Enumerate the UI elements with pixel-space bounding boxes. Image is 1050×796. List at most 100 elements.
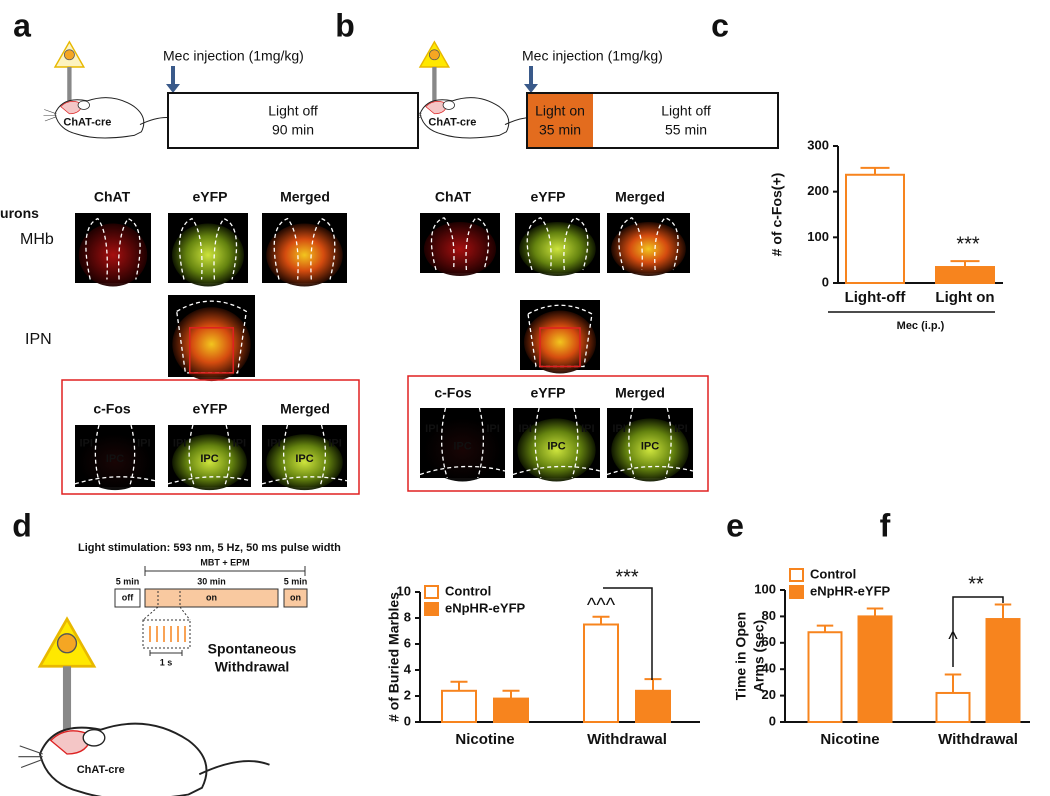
fiber <box>67 67 72 102</box>
roi-frame <box>407 375 709 492</box>
stain-label: c-Fos <box>93 401 131 417</box>
legend-label: Control <box>810 566 856 581</box>
region-label: IPI <box>425 423 438 435</box>
y-tick-label: 40 <box>762 661 776 676</box>
label: MBT + EPM <box>200 557 249 567</box>
region-label: IPC <box>547 440 565 452</box>
stain-label: eYFP <box>530 189 565 205</box>
label: 5 min <box>284 576 308 586</box>
outline <box>430 217 455 271</box>
signal <box>611 222 686 276</box>
error-bar <box>644 678 662 691</box>
label: Light off <box>268 103 318 119</box>
mouse-illustration: ChAT-cre <box>408 40 543 139</box>
signal <box>424 222 496 276</box>
fiber <box>62 666 72 732</box>
stain-label: c-Fos <box>434 385 472 401</box>
region-label: IPI <box>518 423 531 435</box>
arrow-head <box>524 84 538 93</box>
region-label: IPI <box>486 423 499 435</box>
outline <box>273 217 299 280</box>
whiskers <box>18 745 43 769</box>
epoch-box <box>114 588 141 608</box>
y-tick-label: 2 <box>404 687 411 702</box>
annotation: ^^^ <box>587 594 616 616</box>
region-label: IPI <box>137 438 150 450</box>
error-bar <box>866 607 884 617</box>
outline <box>74 424 156 488</box>
legend-swatch <box>789 585 804 599</box>
mouse-ear <box>82 729 106 747</box>
y-axis-label: # of c-Fos(+) <box>769 173 785 257</box>
bar <box>635 689 671 723</box>
legend-label: eNpHR-eYFP <box>445 600 526 615</box>
fiber <box>432 67 437 102</box>
region-label: IPI <box>612 423 625 435</box>
label: Mec injection (1mg/kg) <box>522 48 663 64</box>
panel-letter: a <box>13 7 31 43</box>
stain-label: eYFP <box>530 385 565 401</box>
label: on <box>206 592 217 602</box>
epoch-box <box>283 588 308 608</box>
stain-label: Merged <box>280 189 330 205</box>
outline <box>167 424 252 488</box>
bar <box>583 623 619 723</box>
outline <box>261 424 348 488</box>
region-label: IPI <box>581 423 594 435</box>
bar <box>493 697 529 723</box>
error-bar <box>592 615 610 625</box>
signal <box>172 434 247 491</box>
bar <box>441 689 477 723</box>
outline <box>419 407 506 479</box>
region-label: IPI <box>173 438 186 450</box>
annotation: *** <box>615 566 639 588</box>
y-tick-label: 6 <box>404 635 411 650</box>
label: 1 s <box>160 657 173 667</box>
signal <box>172 307 251 382</box>
stain-label: Merged <box>615 385 665 401</box>
outline <box>310 217 336 280</box>
label: off <box>122 592 134 602</box>
region-label: IPC <box>295 453 313 465</box>
y-tick-label: 0 <box>404 713 411 728</box>
mouse-tail <box>198 760 270 776</box>
region-name: MHb <box>20 231 54 248</box>
mouse-ear <box>77 100 90 110</box>
roi-frame <box>61 379 360 495</box>
signal <box>517 418 596 482</box>
annotation: ^ <box>948 628 958 650</box>
label: Spontaneous <box>208 641 297 657</box>
schedule-box <box>526 92 779 149</box>
y-axis-label: IPI Neurons <box>0 205 39 221</box>
stain-label: ChAT <box>435 189 472 205</box>
outline <box>178 217 203 280</box>
y-tick-label: 60 <box>762 634 776 649</box>
bar <box>807 631 843 723</box>
significance-bracket <box>603 587 653 680</box>
y-tick-label: 200 <box>807 183 829 198</box>
bar <box>857 615 893 724</box>
y-axis-label: Time in Open <box>733 612 749 700</box>
bar <box>985 618 1021 723</box>
region-label: IPC <box>453 440 471 452</box>
panel-letter: d <box>12 507 32 543</box>
epoch-box <box>144 588 279 608</box>
scale-bar <box>149 650 183 656</box>
y-axis-label: Arms (sec) <box>751 620 767 692</box>
y-tick-label: 20 <box>762 687 776 702</box>
outline <box>526 217 552 271</box>
label: 5 min <box>116 576 140 586</box>
y-axis-label: # of Buried Marbles <box>386 592 402 722</box>
y-tick-label: 8 <box>404 609 411 624</box>
label: 55 min <box>665 122 707 138</box>
zoom <box>142 588 191 621</box>
legend-swatch <box>789 568 804 582</box>
region-label: IPI <box>674 423 687 435</box>
outline <box>606 407 694 479</box>
region-label: IPI <box>79 438 92 450</box>
legend-label: Control <box>445 583 491 598</box>
label: Light off <box>661 103 711 119</box>
bar <box>845 173 905 285</box>
label: 35 min <box>539 122 581 138</box>
